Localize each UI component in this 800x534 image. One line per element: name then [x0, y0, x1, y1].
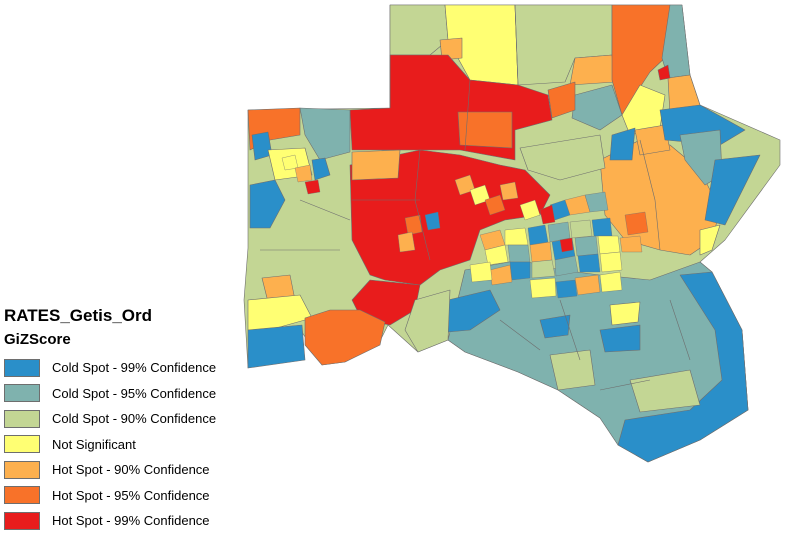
- region-ne-tiny-red: [657, 64, 671, 81]
- legend-swatch: [4, 460, 40, 479]
- legend-item-cold-99: Cold Spot - 99% Confidence: [4, 355, 244, 381]
- legend-item-cold-95: Cold Spot - 95% Confidence: [4, 381, 244, 407]
- legend-label: Hot Spot - 90% Confidence: [52, 462, 210, 478]
- legend-swatch: [4, 409, 40, 428]
- region-west-cold99b: [251, 131, 273, 161]
- region-sw-hot95: [304, 309, 386, 366]
- region-ne-cold99-strip: [609, 127, 636, 161]
- region-north-nw: [389, 4, 449, 56]
- region-west-cold99c: [311, 157, 331, 181]
- region-east-yellow: [699, 224, 721, 256]
- map-legend: RATES_Getis_Ord GiZScore Cold Spot - 99%…: [4, 306, 244, 534]
- legend-label: Not Significant: [52, 436, 136, 452]
- legend-item-not-significant: Not Significant: [4, 432, 244, 458]
- legend-label: Hot Spot - 95% Confidence: [52, 487, 210, 503]
- region-se-cold99b: [599, 324, 641, 353]
- legend-title: RATES_Getis_Ord: [4, 306, 153, 325]
- hotspot-north-orange: [457, 111, 513, 149]
- legend-label: Cold Spot - 99% Confidence: [52, 360, 217, 376]
- region-se-cold90c: [404, 289, 451, 353]
- boundary-lines: [260, 4, 691, 391]
- region-se-cold90b: [549, 349, 596, 391]
- region-se-cold99-band: [617, 271, 749, 463]
- region-west-cold95: [299, 107, 351, 161]
- region-ne-cold90: [519, 134, 606, 181]
- region-sw-yellow: [247, 294, 313, 333]
- legend-label: Hot Spot - 99% Confidence: [52, 513, 210, 529]
- region-se-cold99c: [539, 314, 571, 339]
- region-north-orange: [569, 54, 616, 86]
- legend-item-hot-99: Hot Spot - 99% Confidence: [4, 508, 244, 534]
- legend-label: Cold Spot - 90% Confidence: [52, 411, 217, 427]
- hotspot-south-lobe: [351, 279, 421, 326]
- region-sw-cold99: [247, 324, 306, 369]
- legend-field-name: GiZScore: [4, 331, 71, 348]
- legend-swatch: [4, 358, 40, 377]
- legend-swatch: [4, 384, 40, 403]
- legend-swatch: [4, 435, 40, 454]
- legend-item-cold-90: Cold Spot - 90% Confidence: [4, 406, 244, 432]
- region-north-orange-2: [439, 37, 463, 61]
- legend-label: Cold Spot - 95% Confidence: [52, 385, 217, 401]
- legend-item-hot-90: Hot Spot - 90% Confidence: [4, 457, 244, 483]
- downtown-tracts: [281, 154, 649, 299]
- region-se-yellow: [609, 301, 641, 326]
- legend-swatch: [4, 511, 40, 530]
- legend-item-hot-95: Hot Spot - 95% Confidence: [4, 483, 244, 509]
- region-east-orange-north: [634, 124, 671, 156]
- region-ne-hot-strip: [547, 81, 576, 119]
- legend-swatch: [4, 486, 40, 505]
- hotspot-north-orange-2: [351, 149, 401, 181]
- region-ne-cold-95: [571, 84, 623, 131]
- region-west-cold99a: [249, 179, 286, 229]
- region-east-cold99b: [704, 154, 761, 226]
